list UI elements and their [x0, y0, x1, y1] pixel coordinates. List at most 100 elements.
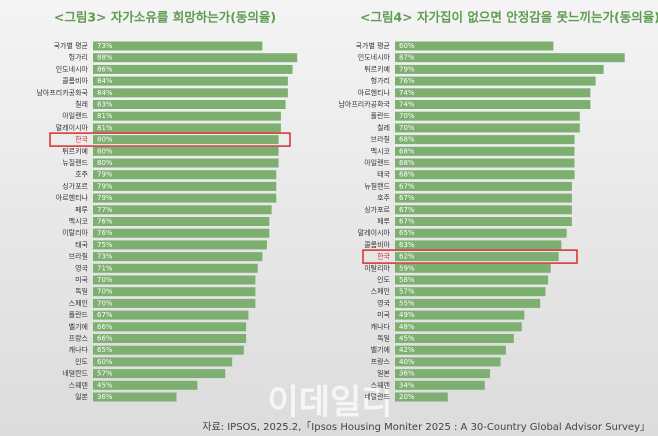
- value-label: 67%: [399, 206, 415, 214]
- value-label: 68%: [399, 159, 415, 167]
- value-label: 67%: [399, 194, 415, 202]
- category-label: 태국: [75, 241, 88, 249]
- bar: [395, 345, 506, 355]
- value-label: 45%: [97, 381, 113, 389]
- value-label: 20%: [399, 393, 415, 401]
- category-label: 뉴질랜드: [62, 158, 88, 167]
- category-label: 인도네시아: [56, 64, 89, 73]
- category-label: 스웨덴: [371, 380, 390, 389]
- chart-title: <그림4> 자가집이 없으면 안정감을 못느끼는가(동의율): [360, 10, 658, 25]
- value-label: 77%: [97, 206, 113, 214]
- bar: [395, 380, 485, 390]
- bar: [93, 123, 281, 133]
- value-label: 70%: [97, 288, 113, 296]
- value-label: 66%: [97, 335, 113, 343]
- category-label: 독일: [377, 334, 390, 343]
- category-label: 캐나다: [69, 345, 89, 354]
- value-label: 67%: [399, 218, 415, 226]
- category-label: 브라질: [69, 252, 88, 261]
- category-label: 영국: [377, 298, 390, 307]
- bar: [395, 263, 551, 273]
- value-label: 80%: [97, 136, 113, 144]
- category-label: 벨기에: [371, 345, 390, 354]
- bar: [93, 334, 247, 343]
- bar: [395, 252, 559, 262]
- bar: [93, 181, 277, 191]
- bar: [395, 322, 522, 332]
- value-label: 57%: [399, 288, 415, 296]
- value-label: 79%: [97, 182, 113, 190]
- bar: [395, 100, 591, 109]
- value-label: 70%: [97, 299, 113, 307]
- value-label: 76%: [97, 218, 113, 226]
- bar: [93, 263, 258, 273]
- category-label: 네덜란드: [62, 369, 88, 378]
- bar: [395, 392, 448, 402]
- value-label: 74%: [399, 89, 415, 97]
- bar: [395, 111, 580, 121]
- value-label: 60%: [97, 358, 113, 366]
- bar: [93, 369, 226, 379]
- category-label: 페루: [377, 217, 390, 226]
- category-label: 인도: [75, 357, 88, 366]
- value-label: 73%: [97, 253, 113, 261]
- category-label: 아르헨티나: [56, 193, 89, 202]
- bar: [93, 41, 263, 51]
- bar: [93, 252, 263, 262]
- bar: [395, 217, 572, 226]
- value-label: 76%: [97, 229, 113, 237]
- bar: [395, 41, 554, 51]
- value-label: 80%: [97, 147, 113, 155]
- category-label: 호주: [75, 171, 88, 179]
- value-label: 67%: [97, 311, 113, 319]
- bar: [93, 392, 177, 402]
- value-label: 55%: [399, 299, 415, 307]
- value-label: 71%: [97, 264, 113, 272]
- value-label: 81%: [97, 112, 113, 120]
- category-label: 아일랜드: [364, 158, 390, 167]
- bar: [93, 111, 281, 121]
- category-label: 멕시코: [69, 217, 89, 226]
- category-label: 헝가리: [371, 76, 390, 85]
- category-label: 튀르키예: [62, 146, 88, 155]
- category-label: 캐나다: [371, 322, 391, 331]
- bar: [395, 158, 575, 168]
- category-label: 프랑스: [371, 358, 391, 366]
- bar: [395, 76, 596, 86]
- category-label: 폴란드: [69, 311, 89, 319]
- bar: [93, 193, 277, 203]
- category-label: 말레이시아: [56, 123, 89, 132]
- value-label: 80%: [97, 159, 113, 167]
- category-label: 싱가포르: [62, 181, 88, 190]
- value-label: 65%: [399, 229, 415, 237]
- bar: [395, 310, 525, 320]
- bar: [93, 345, 244, 355]
- bar: [395, 275, 549, 285]
- value-label: 57%: [97, 370, 113, 378]
- category-label: 스페인: [69, 298, 88, 307]
- category-label: 호주: [377, 194, 390, 202]
- value-label: 66%: [97, 323, 113, 331]
- category-label: 칠레: [377, 123, 390, 132]
- bar: [93, 228, 270, 238]
- value-label: 70%: [399, 112, 415, 120]
- bar: [93, 240, 267, 250]
- category-label: 남아프리카공화국: [36, 88, 88, 97]
- watermark: 이데일리: [267, 383, 392, 423]
- category-label: 미국: [75, 275, 88, 284]
- bar: [93, 53, 298, 63]
- bar: [93, 135, 279, 145]
- category-label: 페루: [75, 205, 88, 214]
- category-label: 미국: [377, 310, 390, 319]
- highlight-box: [49, 132, 291, 147]
- category-label: 프랑스: [69, 335, 89, 343]
- value-label: 76%: [399, 77, 415, 85]
- bar: [395, 193, 572, 203]
- category-label: 태국: [377, 171, 390, 179]
- value-label: 73%: [97, 42, 113, 50]
- bar: [395, 146, 575, 156]
- bar: [395, 298, 541, 308]
- value-label: 81%: [97, 124, 113, 132]
- value-label: 83%: [97, 101, 113, 109]
